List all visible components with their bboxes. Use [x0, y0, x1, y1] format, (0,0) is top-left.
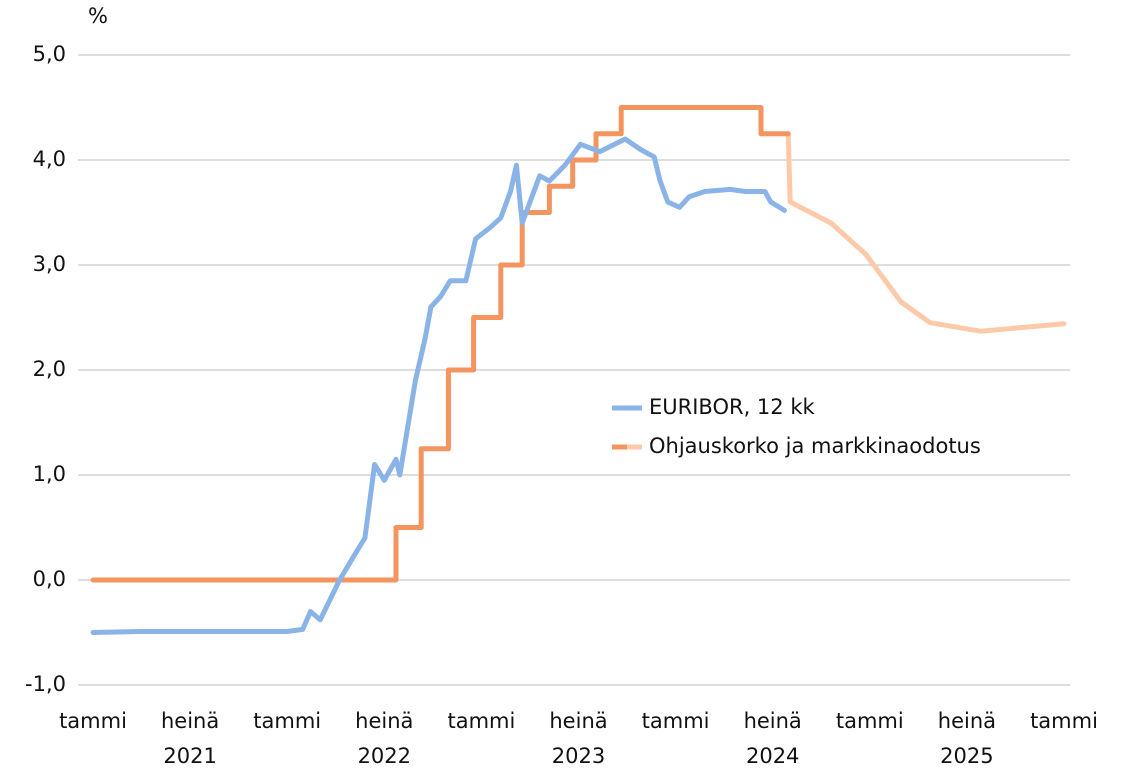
x-tick-label: heinä [938, 709, 996, 733]
y-unit-label: % [88, 4, 108, 28]
series-line [90, 105, 791, 583]
y-tick-label: 1,0 [33, 462, 66, 486]
x-tick-label: tammi [836, 709, 904, 733]
year-label: 2024 [746, 744, 799, 768]
x-tick-label: heinä [161, 709, 219, 733]
y-tick-label: 0,0 [33, 567, 66, 591]
y-tick-label: 4,0 [33, 147, 66, 171]
x-tick-label: tammi [1030, 709, 1098, 733]
legend-label: Ohjauskorko ja markkinaodotus [649, 434, 981, 458]
y-tick-label: 5,0 [33, 42, 66, 66]
year-label: 2025 [940, 744, 993, 768]
x-tick-label: tammi [642, 709, 710, 733]
y-tick-label: 3,0 [33, 252, 66, 276]
y-tick-label: 2,0 [33, 357, 66, 381]
series-line [785, 131, 1067, 334]
year-label: 2023 [552, 744, 605, 768]
x-tick-label: heinä [355, 709, 413, 733]
x-tick-label: heinä [744, 709, 802, 733]
x-tick-label: tammi [59, 709, 127, 733]
x-tick-label: tammi [447, 709, 515, 733]
year-label: 2022 [358, 744, 411, 768]
legend-label: EURIBOR, 12 kk [649, 395, 815, 419]
x-tick-label: tammi [253, 709, 321, 733]
series-line [90, 136, 787, 635]
y-tick-label: -1,0 [25, 672, 66, 696]
x-tick-label: heinä [549, 709, 607, 733]
year-label: 2021 [163, 744, 216, 768]
